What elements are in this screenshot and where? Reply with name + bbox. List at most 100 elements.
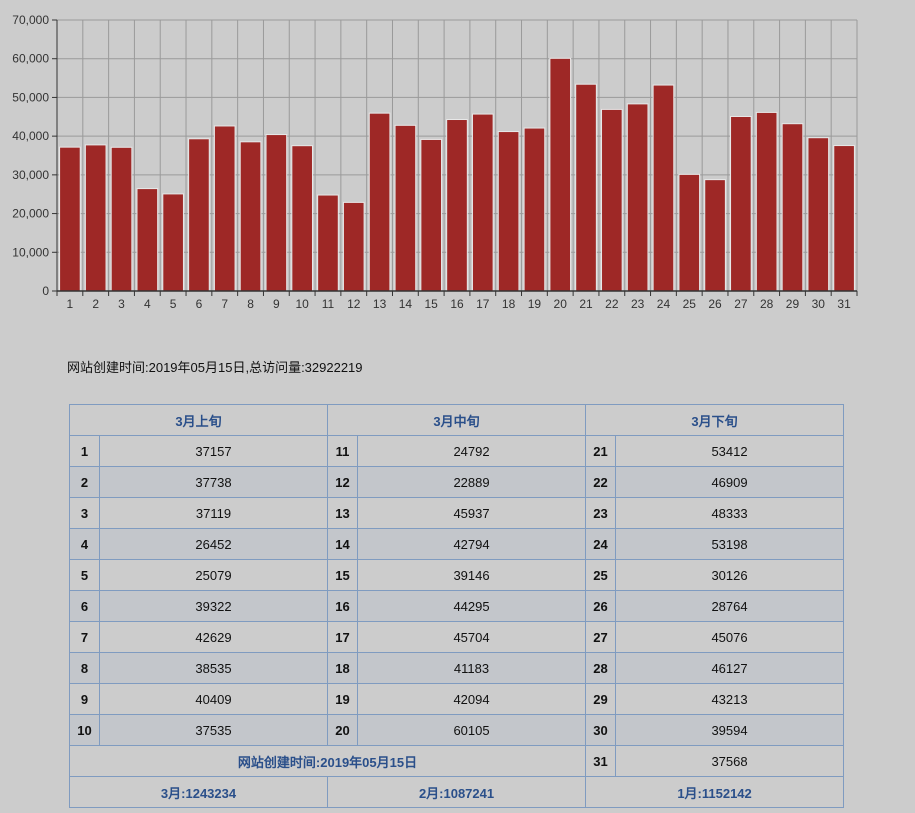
visits-cell: 30126	[615, 559, 845, 591]
table-row: 网站创建时间:2019年05月15日 31 37568	[68, 745, 845, 777]
x-tick-label: 30	[812, 297, 826, 311]
day-cell: 5	[69, 559, 100, 591]
x-tick-label: 28	[760, 297, 774, 311]
table-row: 3 37119 13 45937 23 48333	[69, 497, 845, 529]
visits-cell: 46909	[615, 466, 845, 498]
visits-cell: 43213	[615, 683, 845, 715]
table-header-row: 3月上旬 3月中旬 3月下旬	[68, 404, 845, 436]
visits-cell: 37157	[98, 435, 329, 467]
day-cell: 18	[327, 652, 359, 684]
visits-cell: 44295	[357, 590, 587, 622]
x-tick-label: 29	[786, 297, 800, 311]
x-tick-label: 21	[579, 297, 593, 311]
visits-cell: 60105	[357, 714, 587, 746]
x-tick-label: 13	[373, 297, 387, 311]
bar-day-6	[188, 138, 210, 292]
y-tick-label: 40,000	[12, 129, 49, 143]
x-tick-label: 7	[221, 297, 228, 311]
x-tick-label: 6	[196, 297, 203, 311]
day-cell: 8	[69, 652, 100, 684]
site-created-label: 网站创建时间:2019年05月15日	[68, 745, 587, 777]
visits-cell: 25079	[98, 559, 329, 591]
visits-cell: 39322	[98, 590, 329, 622]
x-tick-label: 9	[273, 297, 280, 311]
x-tick-label: 5	[170, 297, 177, 311]
day-cell: 17	[327, 621, 359, 653]
x-tick-label: 25	[683, 297, 697, 311]
bar-day-3	[110, 146, 133, 292]
bar-day-27	[730, 115, 752, 292]
bar-day-28	[755, 111, 778, 292]
monthly-total-cell: 2月:1087241	[327, 776, 587, 808]
y-tick-label: 30,000	[12, 168, 49, 182]
visits-table: 3月上旬 3月中旬 3月下旬 1 37157 11 24792 21 53412 2 3773…	[68, 404, 845, 808]
bar-day-19	[523, 127, 546, 292]
y-tick-label: 70,000	[12, 13, 49, 27]
day-cell: 27	[585, 621, 617, 653]
day-cell: 11	[327, 435, 359, 467]
day-cell: 30	[585, 714, 617, 746]
x-tick-label: 16	[450, 297, 464, 311]
x-tick-label: 10	[295, 297, 309, 311]
table-row: 9 40409 19 42094 29 43213	[69, 683, 845, 715]
bar-day-2	[84, 144, 107, 292]
x-tick-label: 27	[734, 297, 748, 311]
x-tick-label: 12	[347, 297, 361, 311]
x-tick-label: 2	[92, 297, 99, 311]
visits-cell: 53412	[615, 435, 845, 467]
day-cell: 20	[327, 714, 359, 746]
table-row: 6 39322 16 44295 26 28764	[69, 590, 845, 622]
table-row: 1 37157 11 24792 21 53412	[69, 435, 845, 467]
table-row: 4 26452 14 42794 24 53198	[69, 528, 845, 560]
day-cell: 10	[69, 714, 100, 746]
table-row: 7 42629 17 45704 27 45076	[69, 621, 845, 653]
day-cell: 22	[585, 466, 617, 498]
x-tick-label: 3	[118, 297, 125, 311]
bar-day-1	[59, 146, 81, 292]
bar-day-17	[471, 113, 494, 292]
visits-cell: 22889	[357, 466, 587, 498]
x-tick-label: 19	[528, 297, 542, 311]
daily-visits-bar-chart: 0 10,000 20,000 30,000 40,000 50,000 60,000 70,…	[12, 13, 858, 311]
y-tick-label: 60,000	[12, 52, 49, 66]
monthly-total-cell: 3月:1243234	[68, 776, 329, 808]
x-tick-label: 26	[708, 297, 722, 311]
day-cell: 9	[69, 683, 100, 715]
bar-day-13	[368, 112, 391, 292]
day-cell: 26	[585, 590, 617, 622]
bar-day-22	[601, 108, 623, 292]
x-tick-label: 22	[605, 297, 619, 311]
site-info-text: 网站创建时间:2019年05月15日,总访问量:32922219	[67, 360, 363, 375]
visits-cell: 39594	[615, 714, 845, 746]
y-tick-label: 10,000	[12, 245, 49, 259]
visits-cell: 37738	[98, 466, 329, 498]
bar-day-25	[678, 173, 701, 292]
visits-cell: 48333	[615, 497, 845, 529]
day-cell: 24	[585, 528, 617, 560]
bar-day-29	[781, 123, 804, 292]
day-cell: 4	[69, 528, 100, 560]
visits-cell: 45937	[357, 497, 587, 529]
day-cell: 16	[327, 590, 359, 622]
y-tick-label: 50,000	[12, 90, 49, 104]
visits-cell: 40409	[98, 683, 329, 715]
x-tick-label: 31	[837, 297, 851, 311]
day-cell: 13	[327, 497, 359, 529]
visits-cell: 45076	[615, 621, 845, 653]
bar-day-5	[162, 193, 184, 292]
day-cell: 6	[69, 590, 100, 622]
x-tick-label: 24	[657, 297, 671, 311]
visits-cell: 37535	[98, 714, 329, 746]
x-tick-label: 18	[502, 297, 516, 311]
visits-cell: 46127	[615, 652, 845, 684]
monthly-total-cell: 1月:1152142	[585, 776, 845, 808]
bar-day-4	[136, 188, 159, 292]
bar-day-8	[239, 141, 262, 292]
table-row: 2 37738 12 22889 22 46909	[69, 466, 845, 498]
header-mid-march: 3月中旬	[327, 404, 587, 436]
visits-cell: 45704	[357, 621, 587, 653]
visits-cell: 28764	[615, 590, 845, 622]
bar-day-23	[626, 103, 649, 292]
bar-day-30	[807, 137, 830, 292]
bar-day-15	[420, 138, 443, 292]
